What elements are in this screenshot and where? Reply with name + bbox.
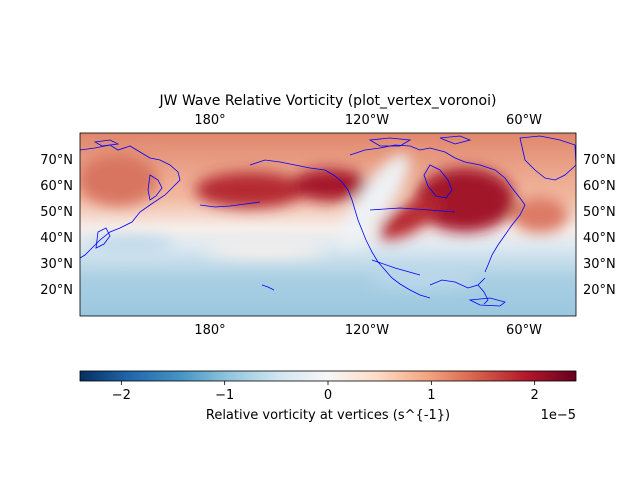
colorbar-tick-label: −2 bbox=[112, 388, 131, 403]
lat-tick-label: 40°N bbox=[583, 231, 616, 246]
vorticity-field-background bbox=[80, 133, 576, 316]
coastline-cuba bbox=[468, 297, 506, 307]
bottom-lon-tick-label: 60°W bbox=[506, 323, 542, 338]
lat-tick-label: 60°N bbox=[40, 179, 73, 194]
lat-tick-label: 20°N bbox=[583, 283, 616, 298]
colorbar: −2 −1 0 1 2 Relative vorticity at vertices (… bbox=[79, 370, 577, 423]
lat-tick-label: 70°N bbox=[40, 153, 73, 168]
top-lon-tick-label: 120°W bbox=[345, 113, 389, 128]
bottom-lon-tick-label: 120°W bbox=[345, 323, 389, 338]
coastline-canada-north bbox=[349, 144, 526, 273]
chart-title: JW Wave Relative Vorticity (plot_vertex_… bbox=[159, 93, 497, 109]
coastline-florida bbox=[477, 284, 489, 305]
colorbar-gradient bbox=[80, 371, 576, 381]
colorbar-label: Relative vorticity at vertices (s^{-1}) bbox=[206, 408, 450, 423]
map-axes: 180° 120°W 60°W 180° 120°W 60°W 70°N 60°… bbox=[40, 113, 616, 338]
colorbar-tick-label: 1 bbox=[427, 388, 435, 403]
lat-tick-label: 40°N bbox=[40, 231, 73, 246]
coastline-hudson-bay bbox=[423, 164, 453, 199]
top-lon-ticks: 180° 120°W 60°W bbox=[194, 113, 542, 128]
colorbar-tick-label: 2 bbox=[531, 388, 539, 403]
colorbar-tick-label: −1 bbox=[215, 388, 234, 403]
colorbar-ticks: −2 −1 0 1 2 bbox=[112, 381, 539, 403]
top-lon-tick-label: 60°W bbox=[506, 113, 542, 128]
lat-tick-label: 30°N bbox=[583, 257, 616, 272]
bottom-lon-tick-label: 180° bbox=[194, 323, 225, 338]
coastline-us-borders bbox=[369, 207, 456, 276]
lat-tick-label: 70°N bbox=[583, 153, 616, 168]
top-lon-tick-label: 180° bbox=[194, 113, 225, 128]
map-frame bbox=[79, 132, 577, 317]
coastline-alaska bbox=[249, 159, 431, 299]
coastline-hawaii bbox=[261, 284, 275, 291]
coastline-gulf-mexico bbox=[429, 277, 486, 289]
left-lat-ticks: 70°N 60°N 50°N 40°N 30°N 20°N bbox=[40, 153, 73, 298]
coastline-greenland bbox=[519, 135, 576, 181]
coastline-japan bbox=[95, 227, 111, 249]
coastline-arctic-islands bbox=[93, 135, 472, 147]
lat-tick-label: 30°N bbox=[40, 257, 73, 272]
lat-tick-label: 50°N bbox=[40, 205, 73, 220]
lat-tick-label: 50°N bbox=[583, 205, 616, 220]
right-lat-ticks: 70°N 60°N 50°N 40°N 30°N 20°N bbox=[583, 153, 616, 298]
lat-tick-label: 60°N bbox=[583, 179, 616, 194]
coastlines bbox=[80, 135, 576, 307]
bottom-lon-ticks: 180° 120°W 60°W bbox=[194, 323, 542, 338]
coastline-asia bbox=[80, 144, 181, 259]
vorticity-field bbox=[80, 154, 568, 288]
lat-tick-label: 20°N bbox=[40, 283, 73, 298]
coastline-aleutians bbox=[199, 201, 261, 208]
coastline-kamchatka bbox=[147, 174, 163, 201]
colorbar-offset-text: 1e−5 bbox=[541, 408, 576, 423]
colorbar-tick-label: 0 bbox=[324, 388, 332, 403]
